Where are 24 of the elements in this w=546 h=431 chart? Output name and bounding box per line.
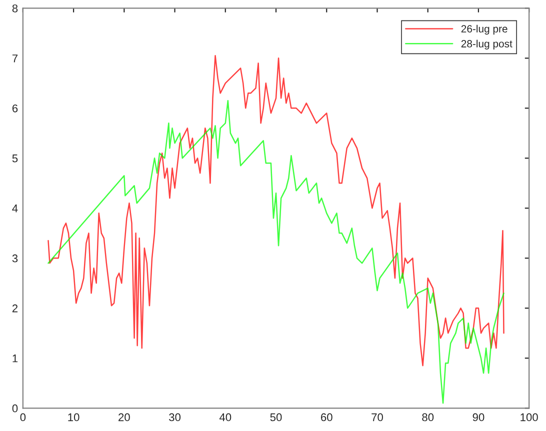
y-tick-label: 8 — [12, 4, 18, 12]
x-tick-label: 40 — [219, 413, 232, 422]
y-tick-label: 4 — [12, 204, 18, 212]
x-tick-label: 60 — [321, 413, 332, 422]
y-tick-label: 5 — [12, 154, 18, 162]
x-tick-label: 0 — [20, 413, 26, 422]
y-tick-label: 2 — [12, 304, 18, 312]
line-series — [48, 100, 504, 404]
y-tick-label: 0 — [12, 404, 18, 412]
y-tick-label: 6 — [12, 104, 18, 112]
x-tick-label: 80 — [422, 413, 434, 422]
legend-label: 26-lug pre — [461, 24, 508, 35]
x-tick-label: 50 — [270, 413, 282, 422]
legend-label: 28-lug post — [461, 40, 512, 50]
x-tick-label: 90 — [472, 413, 484, 422]
x-tick-label: 20 — [118, 413, 130, 422]
line-series — [48, 55, 504, 366]
y-tick-label: 7 — [12, 54, 18, 62]
x-tick-label: 30 — [169, 413, 181, 422]
x-tick-label: 10 — [68, 413, 80, 422]
x-tick-label: 70 — [372, 413, 383, 422]
y-tick-label: 3 — [12, 254, 18, 262]
y-tick-label: 1 — [12, 354, 18, 362]
x-tick-label: 100 — [520, 413, 538, 422]
